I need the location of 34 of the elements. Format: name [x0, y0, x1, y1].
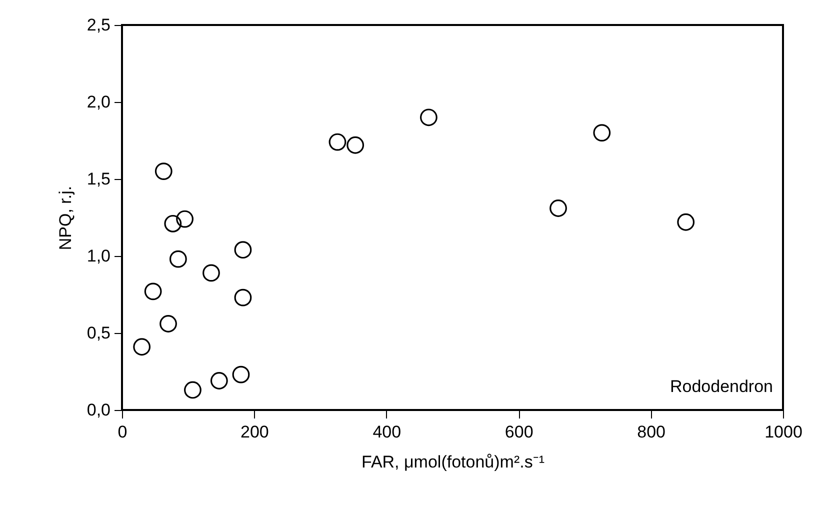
point [133, 338, 151, 356]
point [164, 214, 182, 232]
point [176, 210, 194, 228]
y-tick-label: 2,0 [86, 92, 110, 112]
y-tick-label: 1,5 [86, 170, 110, 188]
x-tick-label: 400 [372, 422, 402, 442]
y-axis-title: NPQ, r.j. [56, 186, 75, 250]
y-tick-label: 1,0 [86, 246, 110, 266]
point [234, 288, 252, 306]
point [346, 136, 364, 154]
point [420, 108, 438, 126]
point [232, 366, 250, 384]
point [154, 162, 172, 180]
y-tick-label: 0,5 [86, 324, 110, 342]
point [677, 213, 695, 231]
point [328, 133, 346, 151]
x-axis-title: FAR, μmol(fotonů)m².s⁻¹ [362, 452, 545, 472]
point [234, 241, 252, 259]
point [202, 264, 220, 282]
point [144, 282, 162, 300]
point [184, 381, 202, 399]
x-tick-label: 0 [118, 422, 128, 442]
point [593, 124, 611, 142]
x-tick-label: 800 [637, 422, 666, 442]
x-tick-label: 200 [240, 422, 269, 442]
x-tick-label: 600 [504, 422, 534, 442]
point [169, 250, 187, 268]
x-tick-label: 1000 [764, 422, 802, 442]
y-tick-label: 0,0 [86, 400, 110, 420]
point [160, 315, 177, 332]
point [210, 372, 228, 390]
annotation: Rododendron [670, 377, 773, 396]
y-tick-label: 2,5 [86, 16, 110, 34]
point [550, 200, 567, 217]
